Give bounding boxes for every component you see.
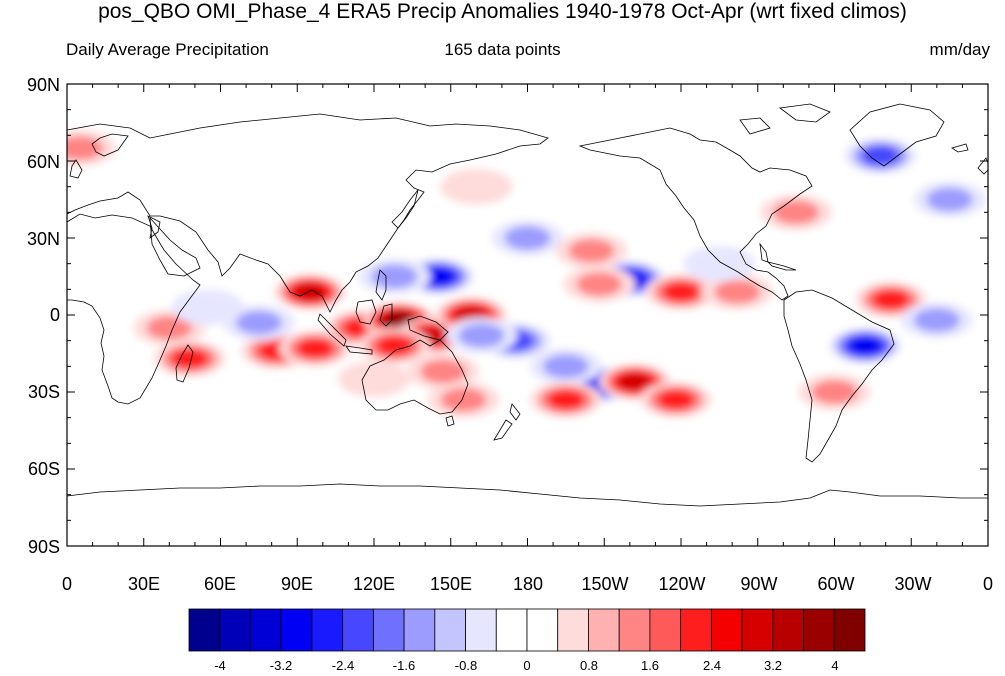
colorbar-swatch: [250, 608, 282, 652]
anomaly-blob: [872, 289, 910, 310]
anomaly-blob: [657, 389, 695, 410]
colorbar-swatch: [219, 608, 251, 652]
units-label: mm/day: [929, 40, 990, 59]
anomaly-blob: [293, 282, 327, 301]
axis-ticks: [66, 83, 989, 547]
lon-label-30w: 30W: [894, 574, 932, 594]
lon-label-0: 0: [61, 574, 73, 594]
colorbar-swatch: [526, 608, 559, 652]
anomaly-blob: [440, 168, 513, 205]
lon-label-60e: 60E: [203, 574, 237, 594]
anomaly-layer: [67, 130, 986, 418]
colorbar-swatch: [772, 608, 804, 652]
lat-label-30n: 30N: [26, 229, 60, 249]
colorbar-swatch: [188, 608, 221, 652]
lon-label-120e: 120E: [352, 574, 396, 594]
lon-label-0-east: 0: [982, 574, 994, 594]
lon-label-150w: 150W: [581, 574, 629, 594]
anomaly-blob: [420, 359, 467, 384]
variable-label: Daily Average Precipitation: [66, 40, 269, 59]
anomaly-blob: [568, 238, 615, 263]
anomaly-blob: [848, 336, 882, 355]
colorbar-swatch: [618, 608, 651, 652]
colorbar-swatch: [280, 608, 313, 652]
colorbar-swatch: [741, 608, 774, 652]
lon-label-150e: 150E: [429, 574, 473, 594]
colorbar-label: -4: [214, 658, 226, 673]
lat-label-90s: 90S: [27, 537, 60, 557]
anomaly-blob: [375, 335, 414, 356]
anomaly-blob: [371, 264, 418, 289]
data-count-label: 165 data points: [444, 40, 561, 59]
anomaly-blob: [811, 380, 858, 404]
anomaly-blob: [618, 372, 652, 391]
anomaly-blob: [146, 315, 193, 340]
colorbar: [188, 608, 866, 652]
colorbar-swatch: [372, 608, 405, 652]
colorbar-swatch: [803, 608, 835, 652]
lon-label-30e: 30E: [127, 574, 161, 594]
colorbar-label: 2.4: [702, 658, 722, 673]
colorbar-swatch: [557, 608, 589, 652]
colorbar-swatch: [649, 608, 682, 652]
colorbar-label: 4: [831, 658, 839, 673]
colorbar-swatch: [588, 608, 620, 652]
colorbar-label: 0: [523, 658, 531, 673]
lon-label-180: 180: [512, 574, 544, 594]
colorbar-label: -0.8: [454, 658, 478, 673]
anomaly-blob: [296, 338, 334, 359]
anomaly-blob: [576, 272, 623, 297]
colorbar-swatch: [342, 608, 374, 652]
lon-label-60w: 60W: [817, 574, 855, 594]
anomaly-blob: [926, 187, 973, 212]
anomaly-blob: [773, 200, 820, 225]
colorbar-swatch: [680, 608, 712, 652]
anomaly-blob: [171, 348, 209, 369]
anomaly-blob: [235, 310, 282, 335]
anomaly-blob: [171, 289, 244, 326]
lat-label-30s: 30S: [27, 382, 60, 402]
anomaly-blob: [683, 245, 756, 282]
anomaly-blob: [67, 136, 103, 161]
anomaly-blob: [440, 387, 487, 412]
colorbar-swatch: [311, 608, 344, 652]
colorbar-swatch: [434, 608, 466, 652]
anomaly-blob: [662, 281, 700, 302]
anomaly-blob: [861, 145, 900, 166]
anomaly-blob: [913, 308, 960, 333]
colorbar-swatch: [833, 608, 866, 652]
anomaly-blob: [714, 279, 761, 304]
anomaly-blob: [458, 323, 505, 348]
colorbar-swatch: [403, 608, 436, 652]
map-title: pos_QBO OMI_Phase_4 ERA5 Precip Anomalie…: [98, 0, 907, 23]
colorbar-label: -2.4: [331, 658, 355, 673]
anomaly-blob: [547, 389, 585, 410]
colorbar-label: -1.6: [392, 658, 416, 673]
colorbar-label: 0.8: [579, 658, 599, 673]
lon-label-120w: 120W: [658, 574, 706, 594]
lon-label-90e: 90E: [280, 574, 314, 594]
lat-label-90n: 90N: [26, 75, 60, 95]
colorbar-label: 3.2: [763, 658, 783, 673]
lat-label-60s: 60S: [27, 459, 60, 479]
colorbar-swatch: [710, 608, 743, 652]
lat-label-60n: 60N: [26, 152, 60, 172]
anomaly-blob: [504, 226, 551, 250]
colorbar-label: 1.6: [640, 658, 660, 673]
colorbar-swatch: [465, 608, 497, 652]
colorbar-label: -3.2: [269, 658, 293, 673]
anomaly-blob: [338, 361, 410, 398]
anomaly-blob: [421, 267, 455, 286]
colorbar-swatch: [495, 608, 528, 652]
anomaly-blob: [542, 354, 589, 379]
lat-label-eq: 0: [49, 305, 60, 325]
lon-label-90w: 90W: [740, 574, 778, 594]
coastlines: [67, 103, 988, 507]
